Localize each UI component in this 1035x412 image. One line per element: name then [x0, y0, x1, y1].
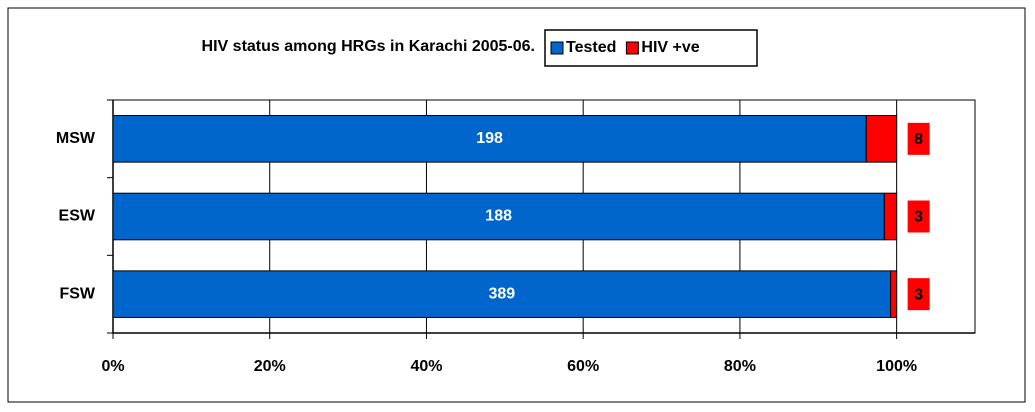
legend-swatch — [625, 41, 639, 55]
x-tick-label: 0% — [101, 358, 124, 375]
bar-segment — [883, 192, 898, 241]
x-tick-label: 80% — [724, 358, 756, 375]
data-label: 3 — [914, 209, 923, 226]
x-tick-label: 60% — [567, 358, 599, 375]
bar-segment — [890, 270, 898, 318]
bar-segment — [112, 192, 885, 241]
x-tick-label: 20% — [254, 358, 286, 375]
legend-label: HIV +ve — [641, 39, 699, 56]
data-label-box — [907, 278, 930, 311]
y-tick-label: ESW — [59, 208, 96, 225]
y-tick-label: FSW — [59, 285, 95, 302]
x-tick-label: 40% — [410, 358, 442, 375]
data-label-box — [907, 200, 930, 233]
chart-title: HIV status among HRGs in Karachi 2005-06… — [202, 38, 535, 55]
x-tick-label: 100% — [876, 358, 917, 375]
data-label: 8 — [914, 131, 923, 148]
bar-segment — [112, 270, 892, 318]
legend-swatch — [550, 41, 564, 55]
legend-box — [544, 29, 758, 67]
legend-label: Tested — [566, 39, 616, 56]
data-label-box — [907, 122, 930, 155]
data-label: 3 — [914, 286, 923, 303]
data-label: 389 — [488, 285, 515, 302]
data-label: 188 — [485, 208, 512, 225]
data-label: 198 — [476, 130, 503, 147]
bar-segment — [865, 115, 898, 163]
y-tick-label: MSW — [56, 130, 96, 147]
bar-segment — [112, 115, 867, 163]
